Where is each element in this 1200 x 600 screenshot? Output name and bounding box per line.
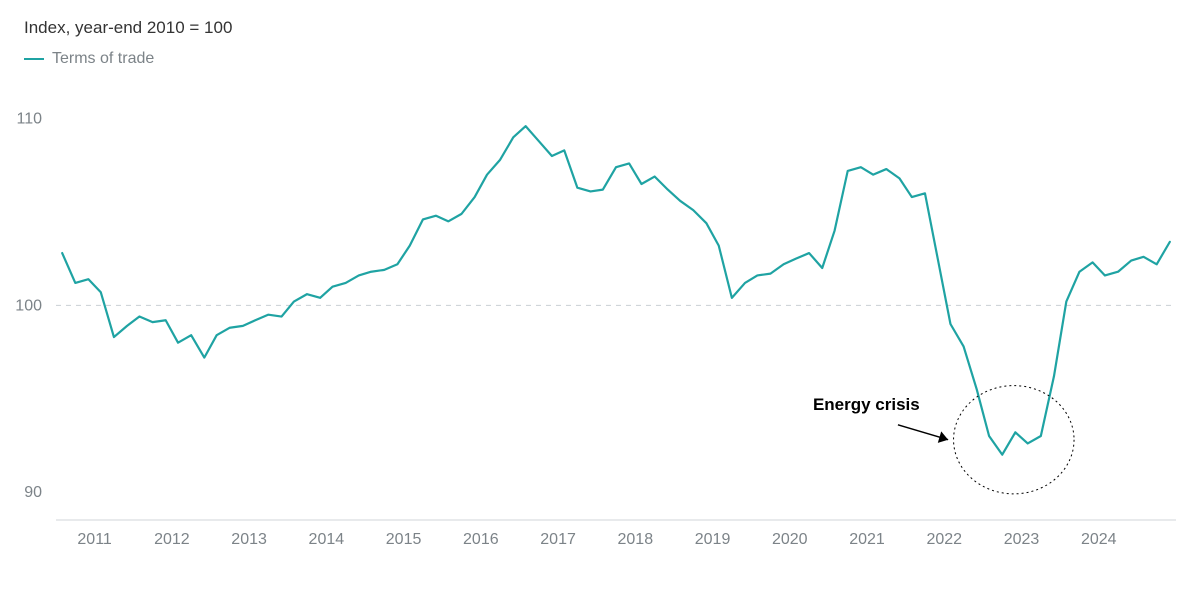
x-tick-label: 2012 [154,531,190,548]
y-tick-label: 100 [15,297,42,314]
chart-subtitle: Index, year-end 2010 = 100 [24,18,232,38]
legend-swatch [24,58,44,60]
legend: Terms of trade [24,50,232,68]
x-tick-label: 2015 [386,531,422,548]
x-tick-label: 2011 [77,531,112,548]
x-tick-label: 2019 [695,531,731,548]
x-tick-label: 2023 [1004,531,1040,548]
chart-container: Index, year-end 2010 = 100 Terms of trad… [0,0,1200,600]
annotation-circle [954,386,1074,494]
x-tick-label: 2014 [309,531,345,548]
x-tick-label: 2020 [772,531,808,548]
chart-header: Index, year-end 2010 = 100 Terms of trad… [24,18,232,68]
legend-label: Terms of trade [52,50,154,68]
x-tick-label: 2022 [926,531,962,548]
x-tick-label: 2013 [231,531,267,548]
plot-area: 9010011020112012201320142015201620172018… [56,100,1176,550]
y-tick-label: 110 [16,111,42,128]
x-tick-label: 2024 [1081,531,1117,548]
y-tick-label: 90 [24,484,42,501]
x-tick-label: 2021 [849,531,885,548]
annotation-label: Energy crisis [813,395,920,414]
x-tick-label: 2016 [463,531,499,548]
series-line [62,126,1170,455]
plot-svg: 9010011020112012201320142015201620172018… [56,100,1176,550]
x-tick-label: 2018 [618,531,654,548]
x-tick-label: 2017 [540,531,576,548]
